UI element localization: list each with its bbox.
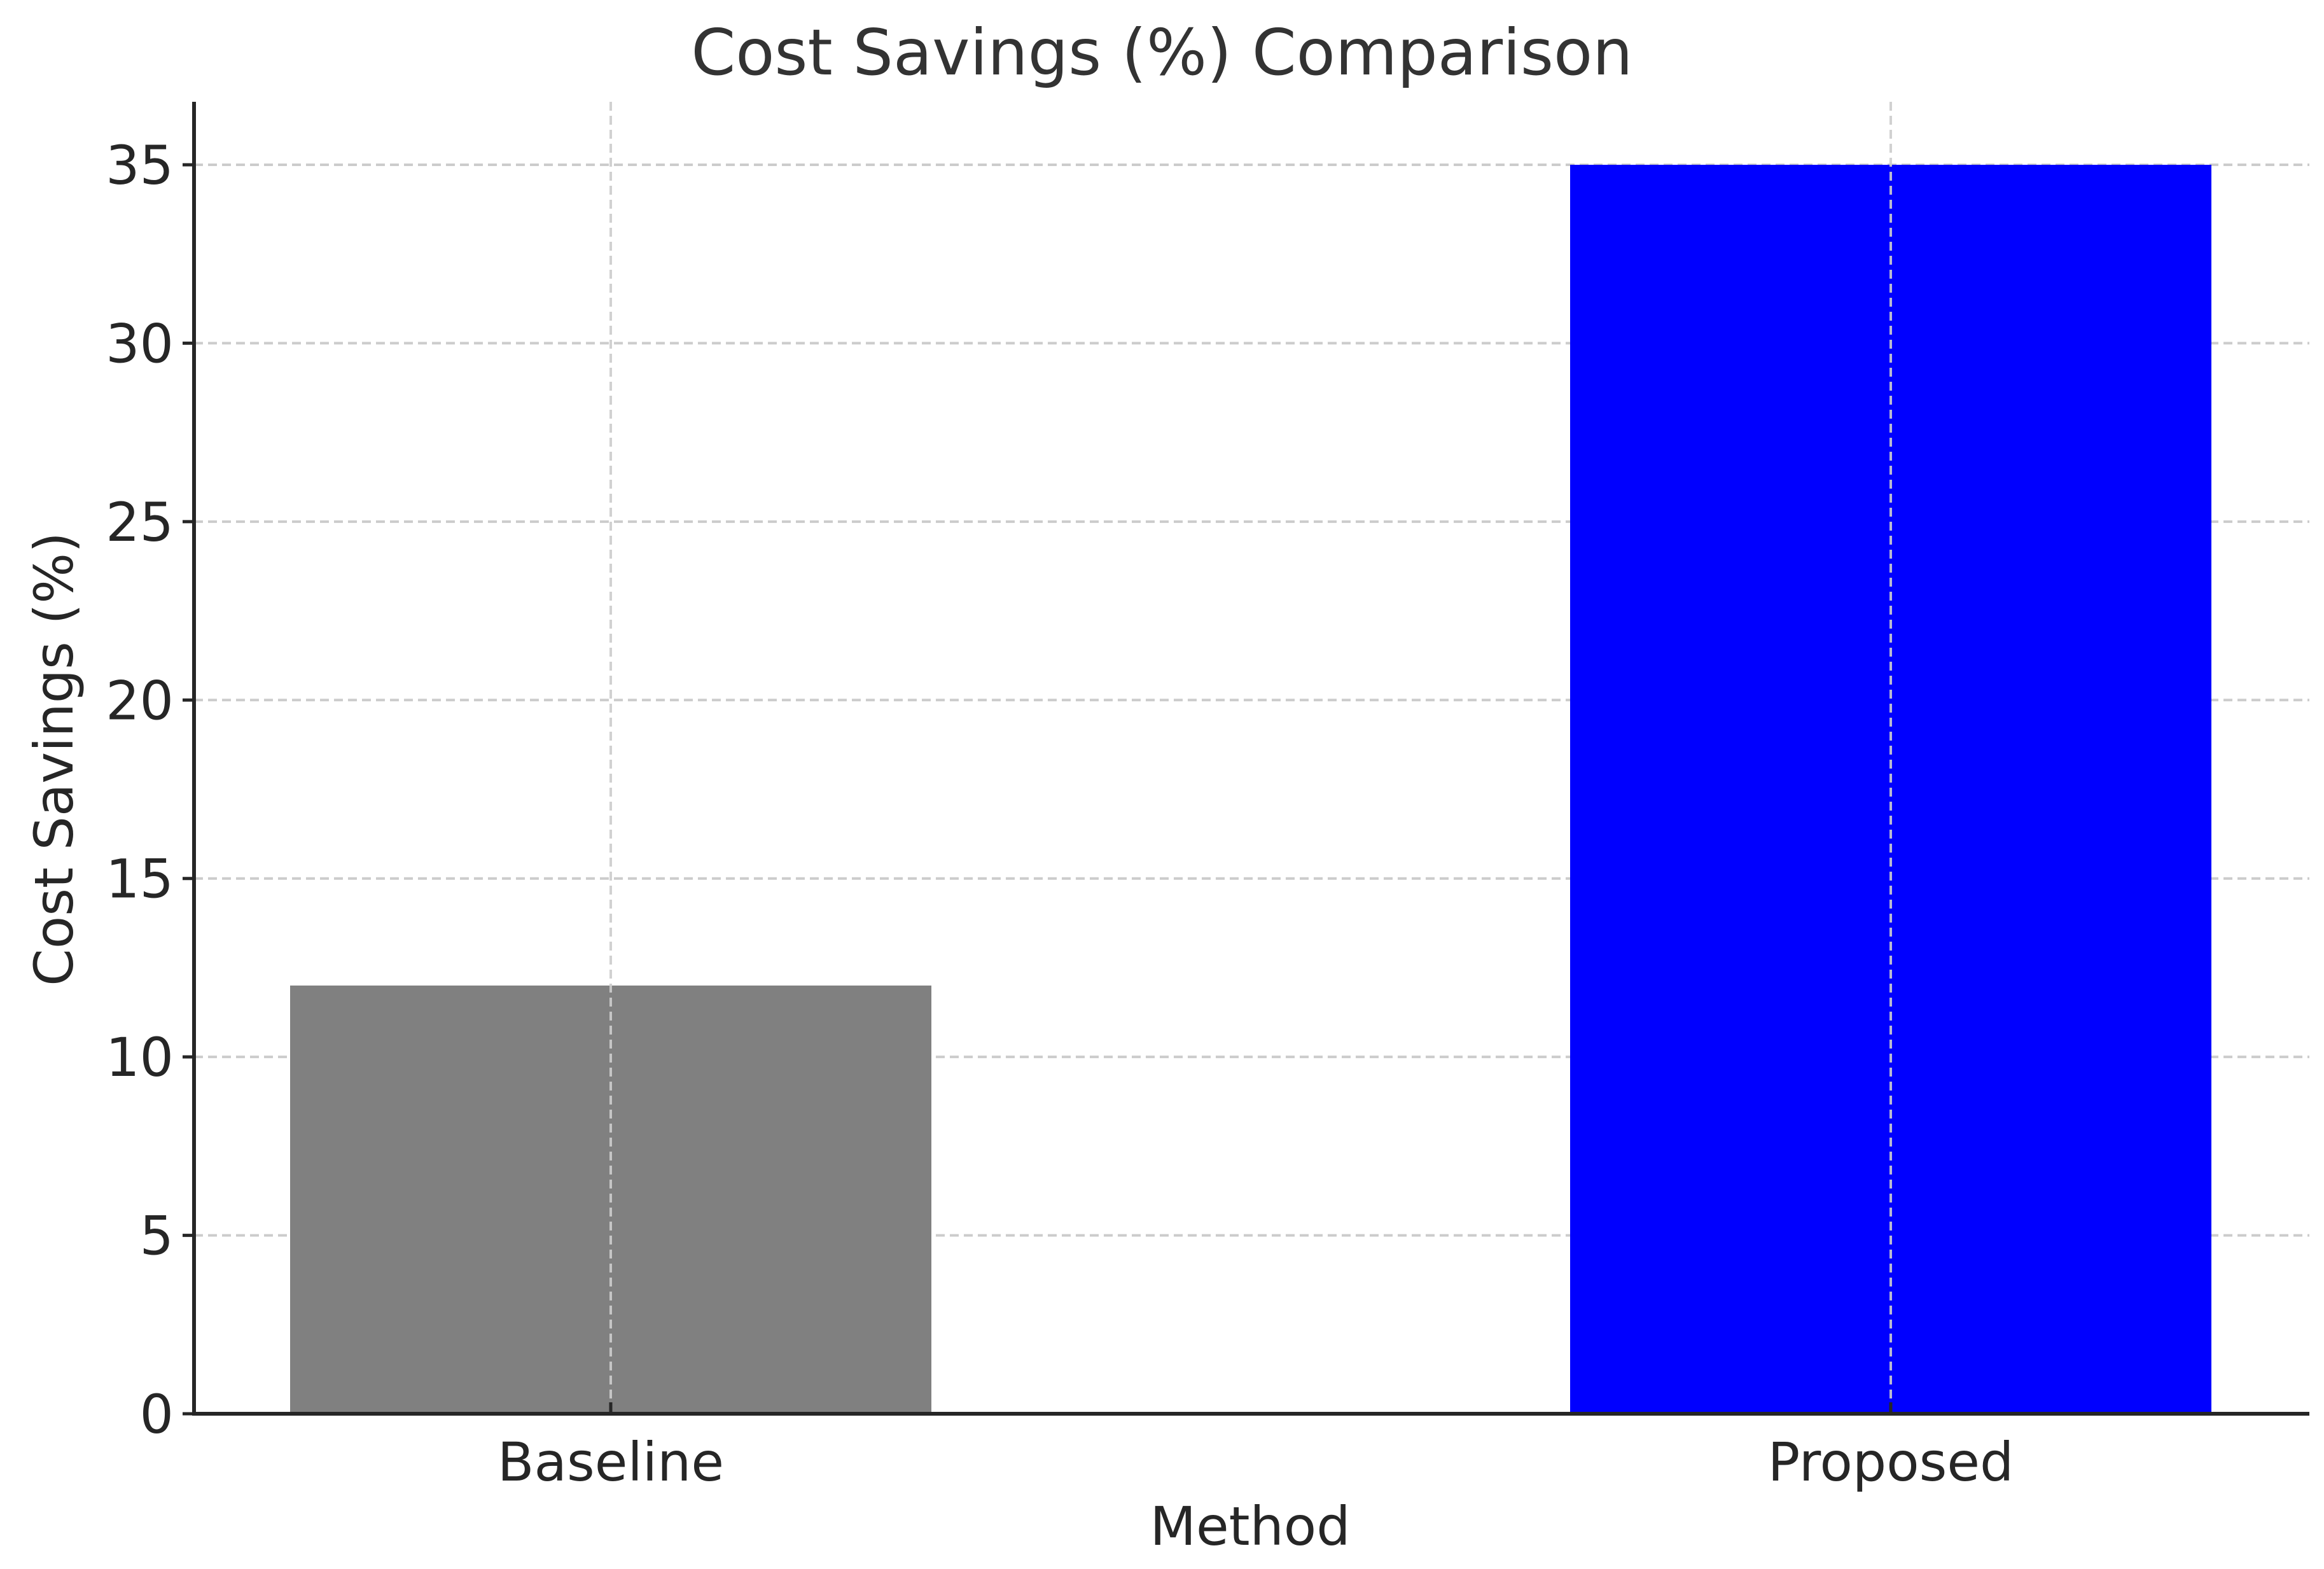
y-tick-label: 10 xyxy=(106,1026,174,1089)
bars xyxy=(290,165,2211,1414)
y-tick-label: 0 xyxy=(140,1383,174,1446)
y-tick-label: 25 xyxy=(106,491,174,554)
y-tick-label: 30 xyxy=(106,312,174,375)
x-axis-ticks: Baseline Proposed xyxy=(498,1402,2014,1493)
y-tick-label: 20 xyxy=(106,669,174,732)
y-axis-ticks: 0 5 10 15 20 25 30 35 xyxy=(106,134,194,1446)
y-tick-label: 5 xyxy=(140,1205,174,1267)
x-tick-label: Baseline xyxy=(498,1431,724,1493)
chart-title: Cost Savings (%) Comparison xyxy=(691,15,1633,90)
y-tick-label: 35 xyxy=(106,134,174,197)
vertical-grid-lines xyxy=(609,102,1892,1414)
x-axis-label: Method xyxy=(1150,1495,1351,1558)
y-tick-label: 15 xyxy=(106,848,174,910)
axes xyxy=(192,102,2309,1416)
x-tick-label: Proposed xyxy=(1768,1431,2014,1493)
